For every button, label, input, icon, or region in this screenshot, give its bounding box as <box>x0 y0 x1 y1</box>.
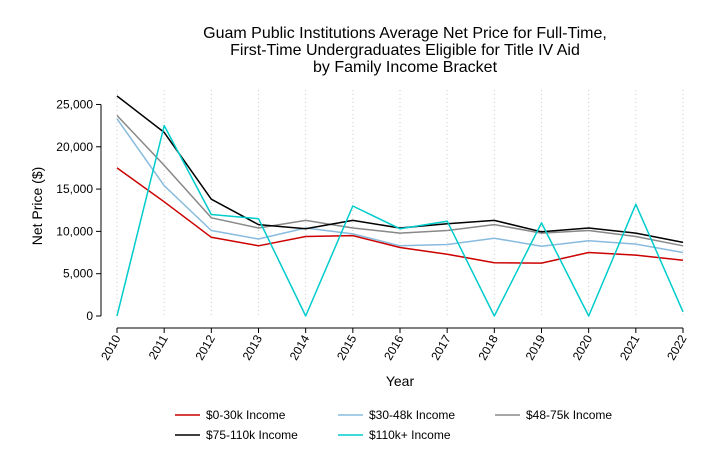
series-line-2 <box>116 114 684 247</box>
x-tick-label: 2020 <box>570 332 596 362</box>
series-line-4 <box>116 124 684 317</box>
x-tick-label: 2017 <box>428 332 454 362</box>
legend-label: $0-30k Income <box>206 408 286 422</box>
x-axis-label: Year <box>386 373 415 389</box>
x-tick-label: 2018 <box>475 332 501 362</box>
x-tick-label: 2010 <box>98 332 124 362</box>
series-line-1 <box>116 118 684 254</box>
series-lines <box>116 95 684 317</box>
legend-label: $48-75k Income <box>526 408 612 422</box>
x-tick-label: 2015 <box>334 332 360 362</box>
y-tick-label: 15,000 <box>56 182 93 196</box>
legend-label: $30-48k Income <box>369 408 455 422</box>
legend-label: $75-110k Income <box>206 428 298 442</box>
x-tick-label: 2016 <box>381 332 407 362</box>
x-tick-label: 2011 <box>146 332 171 362</box>
legend-label: $110k+ Income <box>369 428 451 442</box>
series-line-0 <box>116 167 684 264</box>
chart-title-line-1: Guam Public Institutions Average Net Pri… <box>203 25 607 42</box>
y-axis-label: Net Price ($) <box>29 167 45 246</box>
x-tick-label: 2014 <box>287 332 313 362</box>
y-tick-label: 5,000 <box>63 267 93 281</box>
legend: $0-30k Income $30-48k Income $48-75k Incom… <box>175 408 612 442</box>
chart-title-line-2: First-Time Undergraduates Eligible for T… <box>230 42 580 59</box>
chart-title-line-3: by Family Income Bracket <box>313 59 498 76</box>
x-tick-label: 2021 <box>617 332 643 362</box>
x-tick-label: 2013 <box>240 332 266 362</box>
y-tick-label: 10,000 <box>56 224 93 238</box>
x-tick-label: 2019 <box>523 332 549 362</box>
x-tick-label: 2022 <box>664 332 690 362</box>
series-line-3 <box>116 95 684 244</box>
grid <box>116 90 684 316</box>
y-tick-label: 25,000 <box>56 97 93 111</box>
x-tick-label: 2012 <box>192 332 218 362</box>
y-tick-label: 0 <box>86 309 93 323</box>
y-tick-label: 20,000 <box>56 140 93 154</box>
chart-title: Guam Public Institutions Average Net Pri… <box>203 25 607 76</box>
